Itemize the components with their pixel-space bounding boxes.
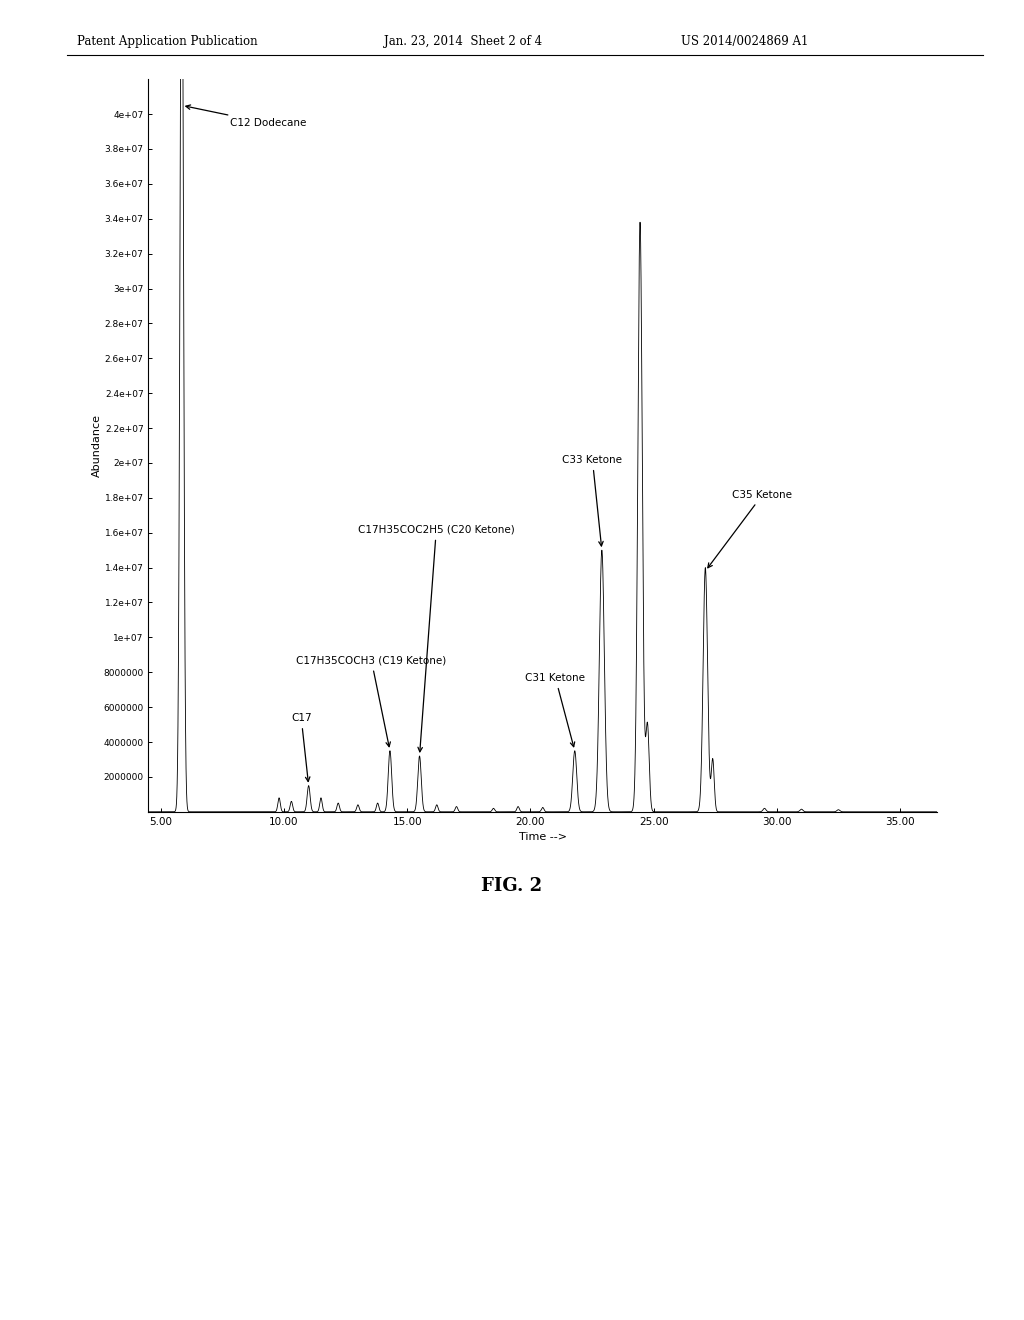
Text: C33 Ketone: C33 Ketone bbox=[562, 455, 623, 546]
Text: Patent Application Publication: Patent Application Publication bbox=[77, 34, 257, 48]
Text: US 2014/0024869 A1: US 2014/0024869 A1 bbox=[681, 34, 808, 48]
Text: C12 Dodecane: C12 Dodecane bbox=[185, 106, 306, 128]
Text: C31 Ketone: C31 Ketone bbox=[525, 673, 586, 747]
Text: FIG. 2: FIG. 2 bbox=[481, 876, 543, 895]
Text: C17: C17 bbox=[291, 713, 311, 781]
X-axis label: Time -->: Time --> bbox=[519, 832, 566, 842]
Text: C17H35COC2H5 (C20 Ketone): C17H35COC2H5 (C20 Ketone) bbox=[358, 525, 515, 752]
Y-axis label: Abundance: Abundance bbox=[92, 414, 102, 477]
Text: C35 Ketone: C35 Ketone bbox=[708, 490, 793, 568]
Text: Jan. 23, 2014  Sheet 2 of 4: Jan. 23, 2014 Sheet 2 of 4 bbox=[384, 34, 542, 48]
Text: C17H35COCH3 (C19 Ketone): C17H35COCH3 (C19 Ketone) bbox=[296, 656, 446, 747]
